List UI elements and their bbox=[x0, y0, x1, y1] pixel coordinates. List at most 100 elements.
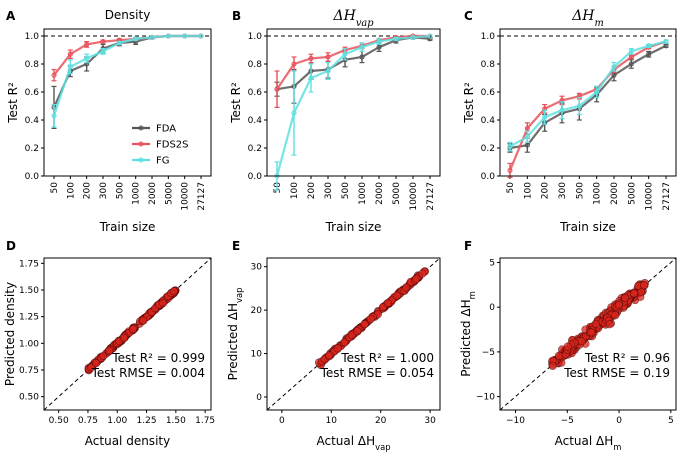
scatter-point bbox=[563, 342, 572, 351]
y-tick-label: 0.4 bbox=[25, 116, 40, 126]
x-tick-label: 300 bbox=[324, 182, 334, 199]
x-tick-label: 50 bbox=[50, 182, 60, 194]
series-fg bbox=[51, 33, 204, 128]
x-axis-label: Train size bbox=[99, 220, 156, 234]
data-point bbox=[524, 134, 530, 140]
parity-line bbox=[499, 257, 677, 411]
series-line bbox=[508, 40, 667, 171]
y-tick-label: 0.6 bbox=[248, 88, 263, 98]
data-point bbox=[393, 36, 399, 42]
y-tick-label: 1.0 bbox=[25, 32, 40, 42]
scatter-point bbox=[128, 325, 138, 334]
scatter-point bbox=[383, 298, 393, 308]
data-point bbox=[182, 33, 188, 39]
data-point bbox=[133, 36, 139, 42]
x-tick-label: 200 bbox=[541, 182, 551, 199]
series-fda bbox=[51, 33, 204, 129]
data-point bbox=[628, 54, 634, 60]
x-axis-label-main: Actual ΔH bbox=[316, 434, 375, 448]
x-tick-label: −10 bbox=[506, 416, 525, 426]
x-tick-label: 500 bbox=[575, 182, 585, 199]
plot-frame bbox=[266, 257, 441, 411]
data-point bbox=[524, 125, 530, 131]
data-point bbox=[100, 48, 106, 54]
y-tick-label: 0.0 bbox=[481, 172, 496, 182]
x-tick-label: 1000 bbox=[358, 182, 368, 205]
x-tick-label: 1.50 bbox=[166, 416, 186, 426]
panel-b: B ΔHvap 0.0 0.2 0.4 0.6 0.8 1.0 50 100 200 300 500 10… bbox=[229, 8, 441, 234]
scatter-point bbox=[169, 287, 179, 296]
series-fds2s bbox=[274, 33, 433, 109]
data-point bbox=[291, 61, 297, 67]
data-point bbox=[576, 103, 582, 109]
scatter-point bbox=[333, 344, 342, 353]
y-axis-label-main: Predicted ΔH bbox=[459, 299, 473, 376]
scatter-point bbox=[412, 274, 421, 283]
data-point bbox=[359, 54, 365, 60]
y-tick-label: 0.8 bbox=[481, 60, 496, 70]
data-point bbox=[628, 48, 634, 54]
scatter-points bbox=[84, 286, 180, 375]
scatter-point bbox=[353, 327, 362, 336]
data-point bbox=[198, 33, 204, 39]
y-tick-label: 10 bbox=[251, 350, 263, 360]
x-tick-label: 27127 bbox=[662, 182, 672, 211]
legend-label: FDA bbox=[156, 124, 176, 135]
x-tick-label: 27127 bbox=[197, 182, 207, 211]
x-tick-label: 5 bbox=[668, 416, 674, 426]
legend-marker bbox=[138, 157, 144, 163]
series-line bbox=[52, 34, 201, 117]
series-fg bbox=[507, 39, 669, 152]
x-tick-label: 200 bbox=[307, 182, 317, 199]
data-point bbox=[628, 61, 634, 67]
data-point bbox=[559, 107, 565, 113]
scatter-point bbox=[366, 314, 375, 324]
x-tick-label: 10 bbox=[326, 416, 338, 426]
x-tick-label: 1000 bbox=[132, 182, 142, 205]
y-tick-label: −5 bbox=[482, 348, 495, 358]
data-point bbox=[507, 167, 513, 173]
data-point bbox=[376, 44, 382, 50]
y-tick-label: 1.0 bbox=[481, 32, 496, 42]
data-point bbox=[291, 110, 297, 116]
x-tick-label: 30 bbox=[424, 416, 436, 426]
y-axis-label: Predicted ΔHm bbox=[459, 291, 477, 377]
scatter-point bbox=[392, 291, 402, 300]
y-tick-label: 0.6 bbox=[25, 88, 40, 98]
x-tick-label: 200 bbox=[83, 182, 93, 199]
x-tick-label: 1.25 bbox=[137, 416, 157, 426]
y-tick-label: 0.2 bbox=[248, 144, 262, 154]
scatter-points bbox=[548, 278, 649, 370]
series-fda bbox=[274, 34, 433, 104]
data-point bbox=[376, 39, 382, 45]
y-tick-label: 0.0 bbox=[25, 172, 40, 182]
y-tick-label: 0 bbox=[256, 393, 262, 403]
data-point bbox=[51, 72, 57, 78]
x-axis-label: Train size bbox=[325, 220, 382, 234]
data-point bbox=[165, 33, 171, 39]
data-point bbox=[524, 142, 530, 148]
scatter-point bbox=[91, 359, 101, 368]
y-tick-label: 1.75 bbox=[19, 259, 39, 269]
scatter-point bbox=[402, 283, 411, 292]
y-tick-label: 0.6 bbox=[481, 88, 496, 98]
x-tick-label: 5000 bbox=[164, 182, 174, 205]
plot-frame bbox=[43, 257, 212, 411]
x-tick-label: 100 bbox=[523, 182, 533, 199]
y-axis-label: Predicted density bbox=[3, 282, 17, 386]
scatter-point bbox=[99, 351, 108, 361]
series-line bbox=[276, 34, 430, 90]
y-tick-label: 1.0 bbox=[248, 32, 263, 42]
panel-title-sub: vap bbox=[356, 18, 374, 29]
panel-title: ΔHm bbox=[571, 8, 604, 29]
legend-label: FDS2S bbox=[156, 140, 189, 151]
x-tick-label: 5000 bbox=[627, 182, 637, 205]
panel-letter: C bbox=[464, 9, 473, 23]
y-tick-label: 0.2 bbox=[25, 144, 39, 154]
data-point bbox=[274, 86, 280, 92]
panel-letter: F bbox=[464, 239, 472, 253]
scatter-point bbox=[548, 361, 557, 370]
x-tick-label: 500 bbox=[341, 182, 351, 199]
